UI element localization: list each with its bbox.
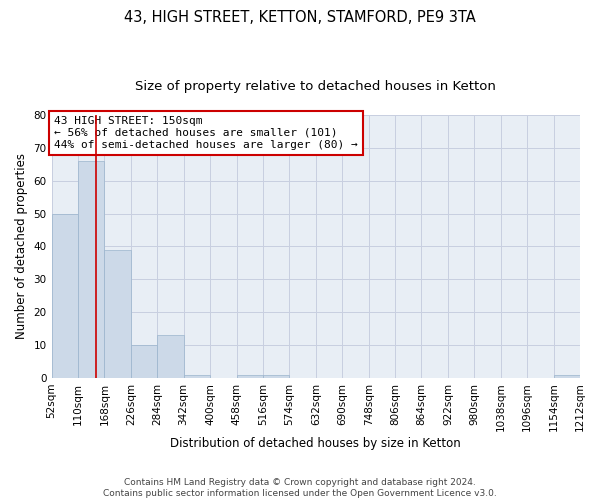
Bar xyxy=(184,374,210,378)
X-axis label: Distribution of detached houses by size in Ketton: Distribution of detached houses by size … xyxy=(170,437,461,450)
Bar xyxy=(131,345,157,378)
Bar xyxy=(104,250,131,378)
Y-axis label: Number of detached properties: Number of detached properties xyxy=(15,154,28,340)
Bar xyxy=(78,161,104,378)
Text: 43 HIGH STREET: 150sqm
← 56% of detached houses are smaller (101)
44% of semi-de: 43 HIGH STREET: 150sqm ← 56% of detached… xyxy=(54,116,358,150)
Bar xyxy=(263,374,289,378)
Text: 43, HIGH STREET, KETTON, STAMFORD, PE9 3TA: 43, HIGH STREET, KETTON, STAMFORD, PE9 3… xyxy=(124,10,476,25)
Title: Size of property relative to detached houses in Ketton: Size of property relative to detached ho… xyxy=(136,80,496,93)
Bar xyxy=(236,374,263,378)
Text: Contains HM Land Registry data © Crown copyright and database right 2024.
Contai: Contains HM Land Registry data © Crown c… xyxy=(103,478,497,498)
Bar xyxy=(554,374,580,378)
Bar xyxy=(52,214,78,378)
Bar xyxy=(157,335,184,378)
